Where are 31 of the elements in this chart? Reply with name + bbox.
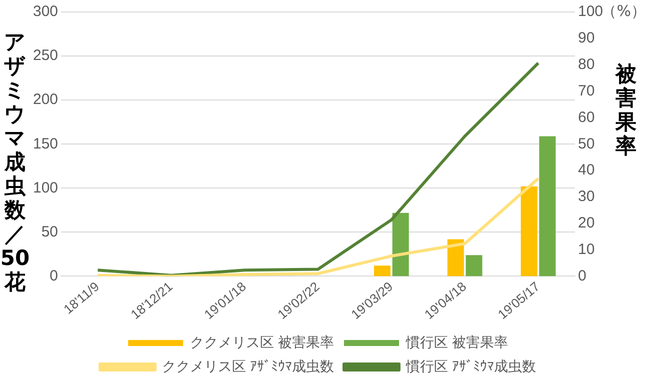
y2-tick-label: 70 [578, 82, 595, 100]
y-tick-label: 200 [32, 91, 58, 108]
y2-tick-label: 80 [578, 56, 595, 73]
legend-label: 慣行区 ｱｻﾞﾐｳﾏ成虫数 [405, 358, 536, 374]
y2-tick-label: 10 [578, 240, 595, 258]
legend-label: ククメリス区 ｱｻﾞﾐｳﾏ成虫数 [162, 358, 334, 374]
y2-tick-label: 0 [578, 267, 586, 284]
y-tick-label: 300 [32, 3, 58, 20]
y-tick-label: 0 [50, 267, 58, 284]
legend-label: ククメリス区 被害果率 [190, 334, 334, 350]
y2-axis-title: 被害果率 [616, 62, 636, 158]
y-tick-label: 100 [32, 179, 58, 196]
legend-label: 慣行区 被害果率 [405, 334, 508, 350]
text: アザミウマ成虫数／50花 [0, 30, 30, 294]
bar [447, 239, 464, 276]
y2-tick-label: 60 [578, 108, 595, 126]
y2-tick-label: 90 [578, 30, 595, 47]
bar [392, 212, 409, 276]
y-tick-label: 150 [32, 135, 58, 152]
y2-tick-label: 100 [578, 3, 604, 20]
y2-tick-label: 40 [578, 162, 595, 179]
y2-tick-label: 50 [578, 135, 595, 152]
y-tick-label: 250 [32, 47, 58, 64]
y2-tick-label: 20 [578, 214, 595, 232]
bar [539, 136, 556, 276]
y-tick-label: 50 [41, 223, 58, 240]
bar [374, 266, 391, 276]
bar [466, 255, 482, 276]
y2-tick-label: 30 [578, 188, 595, 206]
bar [520, 186, 538, 276]
text: （%） [602, 2, 646, 21]
